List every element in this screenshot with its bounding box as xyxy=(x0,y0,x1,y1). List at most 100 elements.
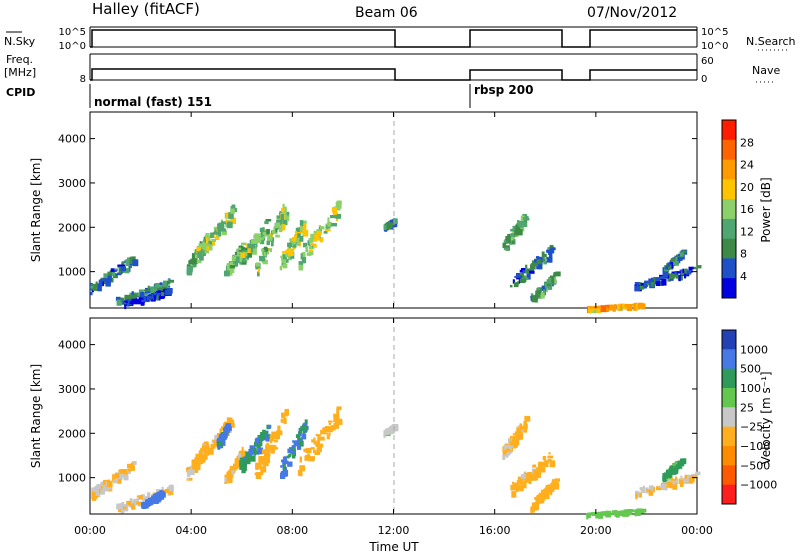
echo-cell xyxy=(510,484,517,491)
echo-cell xyxy=(269,248,272,253)
echo-cell xyxy=(203,441,207,444)
echo-cell xyxy=(125,296,132,303)
echo-cell xyxy=(261,449,266,455)
x-tick-label: 04:00 xyxy=(175,524,207,537)
echo-cell xyxy=(511,491,517,498)
echo-cell xyxy=(619,304,623,311)
echo-cell xyxy=(287,448,293,454)
echo-cell xyxy=(240,252,245,258)
echo-cell xyxy=(140,292,145,298)
echo-cell xyxy=(136,292,141,297)
echo-cell xyxy=(288,249,294,256)
echo-cell xyxy=(241,242,247,246)
echo-cell xyxy=(625,509,629,512)
echo-cell xyxy=(317,435,320,441)
echo-cell xyxy=(503,444,510,451)
echo-cell xyxy=(231,257,236,261)
x-tick-label: 08:00 xyxy=(276,524,308,537)
echo-cell xyxy=(286,455,290,459)
cpid-segment-1: rbsp 200 xyxy=(474,83,533,97)
echo-cell xyxy=(131,503,136,510)
echo-cell xyxy=(641,303,646,310)
echo-cell xyxy=(223,228,227,232)
echo-cell xyxy=(273,230,276,233)
echo-cell xyxy=(277,425,281,431)
echo-cell xyxy=(249,445,256,449)
echo-cell xyxy=(536,264,543,270)
echo-cell xyxy=(275,234,280,238)
echo-cell xyxy=(313,243,317,248)
echo-cell xyxy=(283,254,286,260)
echo-cell xyxy=(669,273,675,279)
echo-cell xyxy=(206,243,210,247)
echo-cell xyxy=(243,251,250,257)
echo-cell xyxy=(253,443,258,447)
echo-cell xyxy=(617,304,621,311)
echo-cell xyxy=(130,462,134,467)
echo-cell xyxy=(546,279,551,284)
x-tick-label: 20:00 xyxy=(580,524,612,537)
echo-cell xyxy=(680,475,683,481)
echo-cell xyxy=(337,416,340,420)
echo-cell xyxy=(228,212,234,219)
echo-cell xyxy=(232,255,235,259)
echo-cell xyxy=(285,249,289,257)
echo-cell xyxy=(247,253,252,258)
colorbar-swatch xyxy=(722,159,736,180)
echo-cell xyxy=(251,239,257,244)
echo-cell xyxy=(679,252,684,257)
echo-cell xyxy=(238,453,241,459)
echo-cell xyxy=(266,445,273,449)
echo-cell xyxy=(262,463,266,469)
echo-cell xyxy=(120,469,127,473)
echo-cell xyxy=(186,477,190,480)
echo-cell xyxy=(229,466,234,471)
echo-cell xyxy=(636,491,640,498)
echo-cell xyxy=(219,434,225,438)
echo-cell xyxy=(256,262,260,267)
echo-cell xyxy=(257,268,260,273)
echo-cell xyxy=(98,279,103,287)
echo-cell xyxy=(309,249,313,252)
colorbar-tick-label: 100 xyxy=(740,382,761,395)
echo-cell xyxy=(281,412,286,417)
power-panel: 4000 3000 2000 1000 Slant Range [km] 28 24 20… xyxy=(29,111,773,314)
echo-cell xyxy=(132,293,138,299)
echo-cell xyxy=(102,487,108,492)
echo-cell xyxy=(300,226,306,233)
echo-cell xyxy=(97,286,102,292)
echo-cell xyxy=(546,249,550,253)
echo-cell xyxy=(695,471,701,476)
echo-cell xyxy=(297,233,301,238)
velocity-colorbar-label: Velocity [m s⁻¹] xyxy=(759,371,773,464)
echo-cell xyxy=(215,444,218,447)
freq-label-2: [MHz] xyxy=(4,66,36,79)
echo-cell xyxy=(139,494,144,500)
echo-cell xyxy=(282,259,287,264)
echo-cell xyxy=(245,256,248,261)
echo-cell xyxy=(510,228,515,232)
colorbar-tick-label: 20 xyxy=(740,181,754,194)
echo-cell xyxy=(507,438,511,443)
beam-label: Beam 06 xyxy=(355,5,418,21)
echo-cell xyxy=(327,428,333,433)
echo-cell xyxy=(271,239,274,247)
echo-cell xyxy=(520,429,524,432)
echo-cell xyxy=(543,253,547,258)
echo-cell xyxy=(529,264,535,269)
echo-cell xyxy=(219,428,223,435)
echo-cell xyxy=(247,243,252,251)
echo-cell xyxy=(275,228,278,233)
echo-cell xyxy=(274,445,277,448)
echo-cell xyxy=(140,299,145,306)
echo-cell xyxy=(217,438,222,441)
echo-cell xyxy=(120,266,127,272)
echo-cell xyxy=(195,464,201,471)
echo-cell xyxy=(226,471,230,478)
echo-cell xyxy=(124,294,130,300)
echo-cell xyxy=(548,452,551,455)
echo-cell xyxy=(145,496,151,503)
echo-cell xyxy=(224,426,228,432)
echo-cell xyxy=(528,474,534,478)
echo-cell xyxy=(387,222,394,227)
